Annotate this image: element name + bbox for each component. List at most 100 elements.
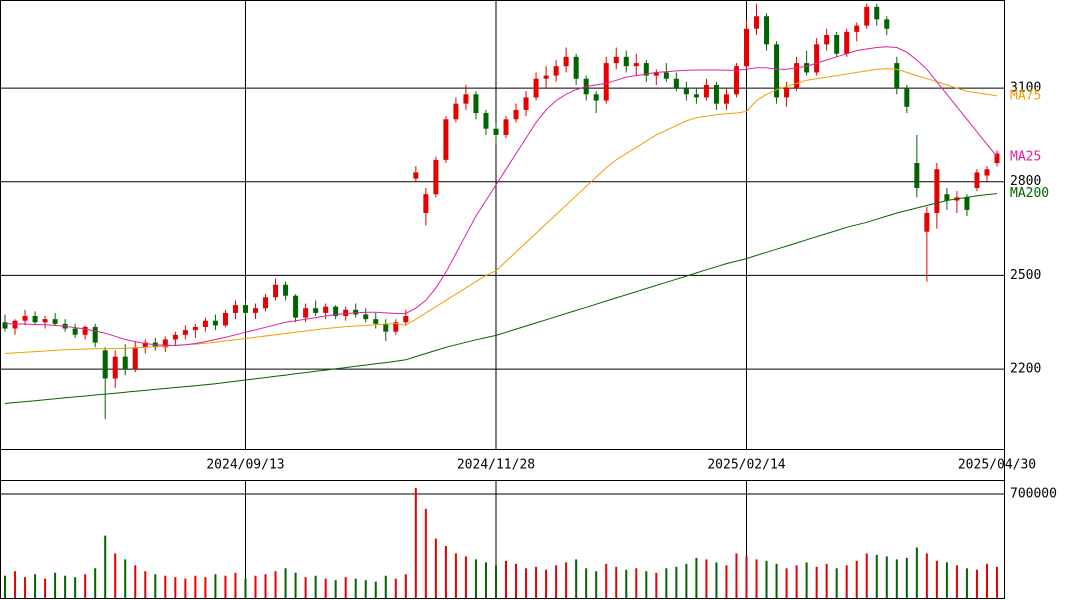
candle-body [894, 63, 900, 89]
volume-bar [996, 566, 998, 598]
volume-bar [294, 572, 297, 598]
volume-bar [975, 569, 978, 598]
candle-body [132, 347, 138, 370]
volume-bar [194, 575, 197, 598]
candle-body [633, 63, 639, 67]
candle-body [423, 194, 429, 213]
candle-body [32, 316, 38, 323]
candle-body [814, 44, 820, 73]
candle-body [493, 128, 499, 135]
candle-body [834, 34, 840, 54]
volume-bar [184, 578, 187, 598]
candle-body [884, 19, 890, 29]
candle-body [844, 31, 850, 54]
candle-body [343, 309, 349, 317]
volume-bar [324, 578, 327, 598]
candle-body [232, 305, 238, 313]
ma-line [4, 68, 998, 354]
volume-bar [595, 571, 598, 598]
volume-bar [845, 565, 848, 598]
candle-body [303, 308, 309, 318]
volume-bar [505, 560, 508, 598]
candle-body [242, 305, 248, 313]
candle-body [202, 320, 208, 327]
volume-bar [254, 575, 257, 598]
candle-body [92, 326, 98, 343]
volume-bar [474, 559, 477, 598]
candle-body [854, 25, 860, 32]
volume-bar [144, 571, 147, 598]
volume-bar [314, 575, 317, 598]
y-tick-label: 3100 [1010, 81, 1041, 96]
volume-bar [424, 508, 427, 598]
volume-bar [114, 553, 117, 598]
volume-bar [454, 553, 457, 598]
candle-body [333, 306, 339, 317]
volume-bar [124, 559, 127, 598]
candle-body [112, 356, 118, 379]
x-tick-label: 2025/02/14 [707, 458, 785, 473]
candle-body [553, 66, 559, 76]
volume-bar [865, 553, 868, 598]
candle-body [723, 94, 729, 104]
candle-body [774, 44, 780, 98]
candle-body [804, 63, 810, 73]
volume-bar [675, 566, 678, 598]
candle-body [453, 103, 459, 120]
candle-body [914, 163, 920, 188]
volume-bar [354, 578, 357, 598]
series-label: MA25 [1010, 149, 1041, 164]
volume-bar [775, 563, 778, 598]
candle-body [22, 316, 28, 321]
volume-bar [895, 559, 898, 598]
candle-body [122, 356, 128, 370]
volume-bar [64, 575, 67, 598]
candle-body [443, 119, 449, 160]
candle-body [293, 295, 299, 318]
candle-body [353, 309, 359, 315]
candle-body [473, 94, 479, 114]
candle-body [754, 16, 760, 29]
candle-body [523, 97, 529, 110]
candle-body [874, 6, 880, 20]
volume-bar [715, 562, 718, 598]
candle-body [964, 197, 970, 210]
volume-bar [605, 563, 608, 598]
volume-bar [955, 565, 958, 598]
candle-body [192, 326, 198, 331]
candle-body [824, 34, 830, 45]
volume-bar [525, 568, 528, 598]
volume-bar [965, 568, 968, 598]
volume-bar [885, 556, 888, 598]
volume-bar [515, 563, 518, 598]
volume-bar [755, 559, 758, 598]
candle-body [222, 312, 228, 326]
candle-body [703, 84, 709, 98]
candle-body [613, 56, 619, 64]
volume-bar [935, 560, 938, 598]
ma-line [4, 193, 998, 404]
candle-body [313, 308, 319, 313]
volume-bar [615, 566, 618, 598]
candle-body [182, 330, 188, 335]
candle-body [413, 172, 419, 179]
volume-bar [414, 488, 417, 598]
volume-bar [795, 565, 798, 598]
volume-bar [635, 568, 638, 598]
candle-body [513, 109, 519, 120]
volume-bar [174, 577, 177, 598]
volume-bar [815, 566, 818, 598]
candle-body [273, 284, 279, 298]
volume-bar [374, 581, 377, 598]
candle-body [573, 56, 579, 79]
candle-body [533, 78, 539, 98]
candle-body [212, 320, 218, 326]
volume-bar [555, 565, 558, 598]
candle-body [12, 320, 18, 329]
candle-body [593, 94, 599, 101]
candle-body [663, 72, 669, 79]
candle-body [263, 297, 269, 309]
candle-body [693, 94, 699, 98]
candle-body [403, 316, 409, 323]
